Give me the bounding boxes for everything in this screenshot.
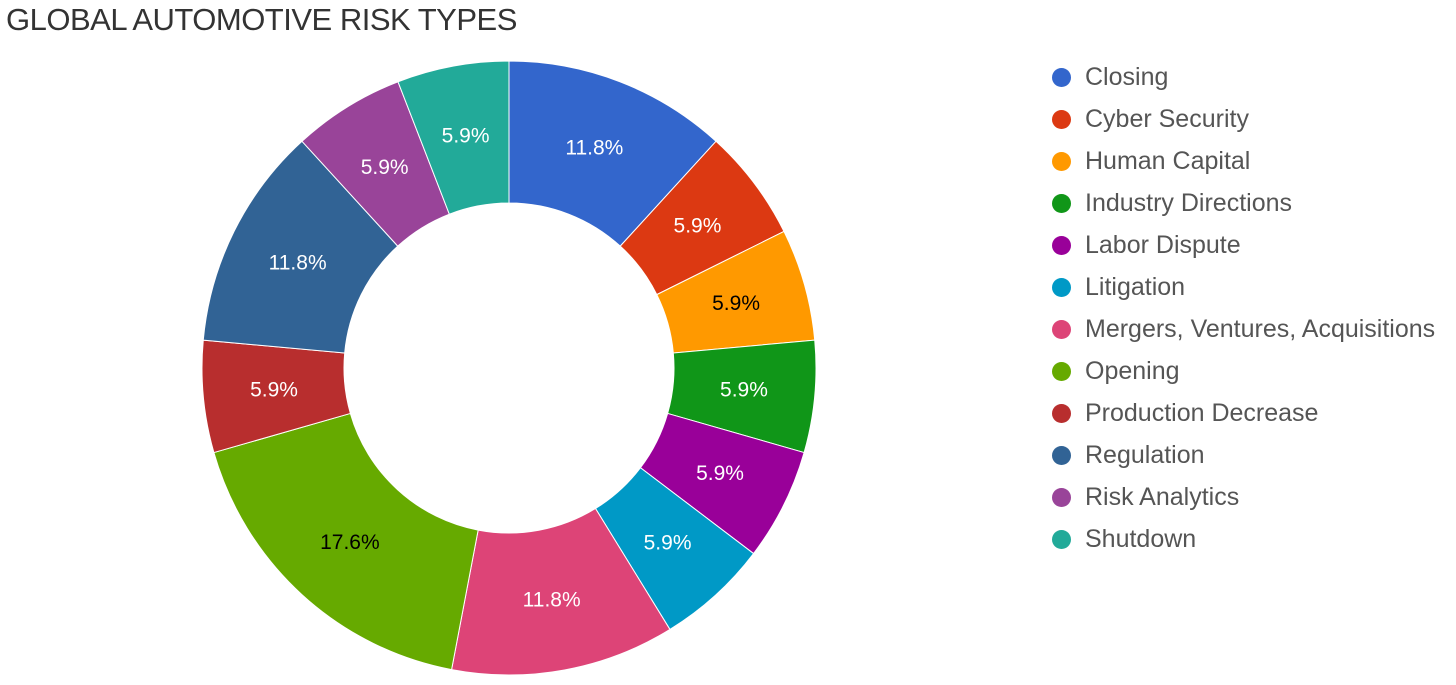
chart-legend: Closing Cyber Security Human Capital Ind… <box>1052 56 1435 560</box>
legend-label-shutdown: Shutdown <box>1085 524 1197 553</box>
legend-label-cyber-security: Cyber Security <box>1085 104 1249 133</box>
legend-label-regulation: Regulation <box>1085 440 1205 469</box>
legend-item-closing: Closing <box>1052 56 1435 98</box>
slice-value-label-litigation: 5.9% <box>644 531 692 554</box>
legend-label-opening: Opening <box>1085 356 1180 385</box>
legend-label-production-decrease: Production Decrease <box>1085 398 1319 427</box>
legend-swatch-cyber-security <box>1052 109 1071 129</box>
slice-value-label-cyber-security: 5.9% <box>674 214 722 237</box>
legend-swatch-mergers-ventures-acquisitions <box>1052 319 1071 339</box>
legend-item-opening: Opening <box>1052 350 1435 392</box>
legend-swatch-human-capital <box>1052 151 1071 171</box>
chart-title: GLOBAL AUTOMOTIVE RISK TYPES <box>6 2 517 37</box>
legend-swatch-labor-dispute <box>1052 235 1071 255</box>
legend-item-human-capital: Human Capital <box>1052 140 1435 182</box>
legend-item-shutdown: Shutdown <box>1052 518 1435 560</box>
legend-label-litigation: Litigation <box>1085 272 1186 301</box>
legend-item-risk-analytics: Risk Analytics <box>1052 476 1435 518</box>
legend-label-risk-analytics: Risk Analytics <box>1085 482 1240 511</box>
legend-item-litigation: Litigation <box>1052 266 1435 308</box>
slice-value-label-closing: 11.8% <box>565 136 623 159</box>
legend-item-labor-dispute: Labor Dispute <box>1052 224 1435 266</box>
slice-value-label-risk-analytics: 5.9% <box>361 156 409 179</box>
slice-value-label-shutdown: 5.9% <box>442 125 490 148</box>
slice-value-label-opening: 17.6% <box>320 531 380 554</box>
legend-label-mergers-ventures-acquisitions: Mergers, Ventures, Acquisitions <box>1085 314 1436 343</box>
slice-value-label-production-decrease: 5.9% <box>250 379 298 402</box>
legend-item-regulation: Regulation <box>1052 434 1435 476</box>
slice-value-label-human-capital: 5.9% <box>712 292 760 315</box>
legend-label-labor-dispute: Labor Dispute <box>1085 230 1241 259</box>
slice-value-label-labor-dispute: 5.9% <box>696 462 744 485</box>
legend-swatch-risk-analytics <box>1052 487 1071 507</box>
legend-item-production-decrease: Production Decrease <box>1052 392 1435 434</box>
slice-value-label-regulation: 11.8% <box>269 252 327 275</box>
legend-swatch-litigation <box>1052 277 1071 297</box>
legend-swatch-regulation <box>1052 445 1071 465</box>
legend-swatch-industry-directions <box>1052 193 1071 213</box>
legend-swatch-shutdown <box>1052 529 1071 549</box>
legend-item-industry-directions: Industry Directions <box>1052 182 1435 224</box>
legend-swatch-opening <box>1052 361 1071 381</box>
donut-chart: 11.8% 5.9% 5.9% 5.9% 5.9% 5.9% 11.8% 17.6% 5.9% 1… <box>201 60 817 676</box>
legend-swatch-production-decrease <box>1052 403 1071 423</box>
legend-item-mergers-ventures-acquisitions: Mergers, Ventures, Acquisitions <box>1052 308 1435 350</box>
legend-label-industry-directions: Industry Directions <box>1085 188 1293 217</box>
legend-label-closing: Closing <box>1085 62 1169 91</box>
slice-opening <box>213 412 479 671</box>
legend-swatch-closing <box>1052 67 1071 87</box>
slice-shutdown <box>397 60 510 215</box>
slice-value-label-mergers-ventures-acquisitions: 11.8% <box>523 589 581 612</box>
slice-value-label-industry-directions: 5.9% <box>720 379 768 402</box>
legend-label-human-capital: Human Capital <box>1085 146 1251 175</box>
legend-item-cyber-security: Cyber Security <box>1052 98 1435 140</box>
